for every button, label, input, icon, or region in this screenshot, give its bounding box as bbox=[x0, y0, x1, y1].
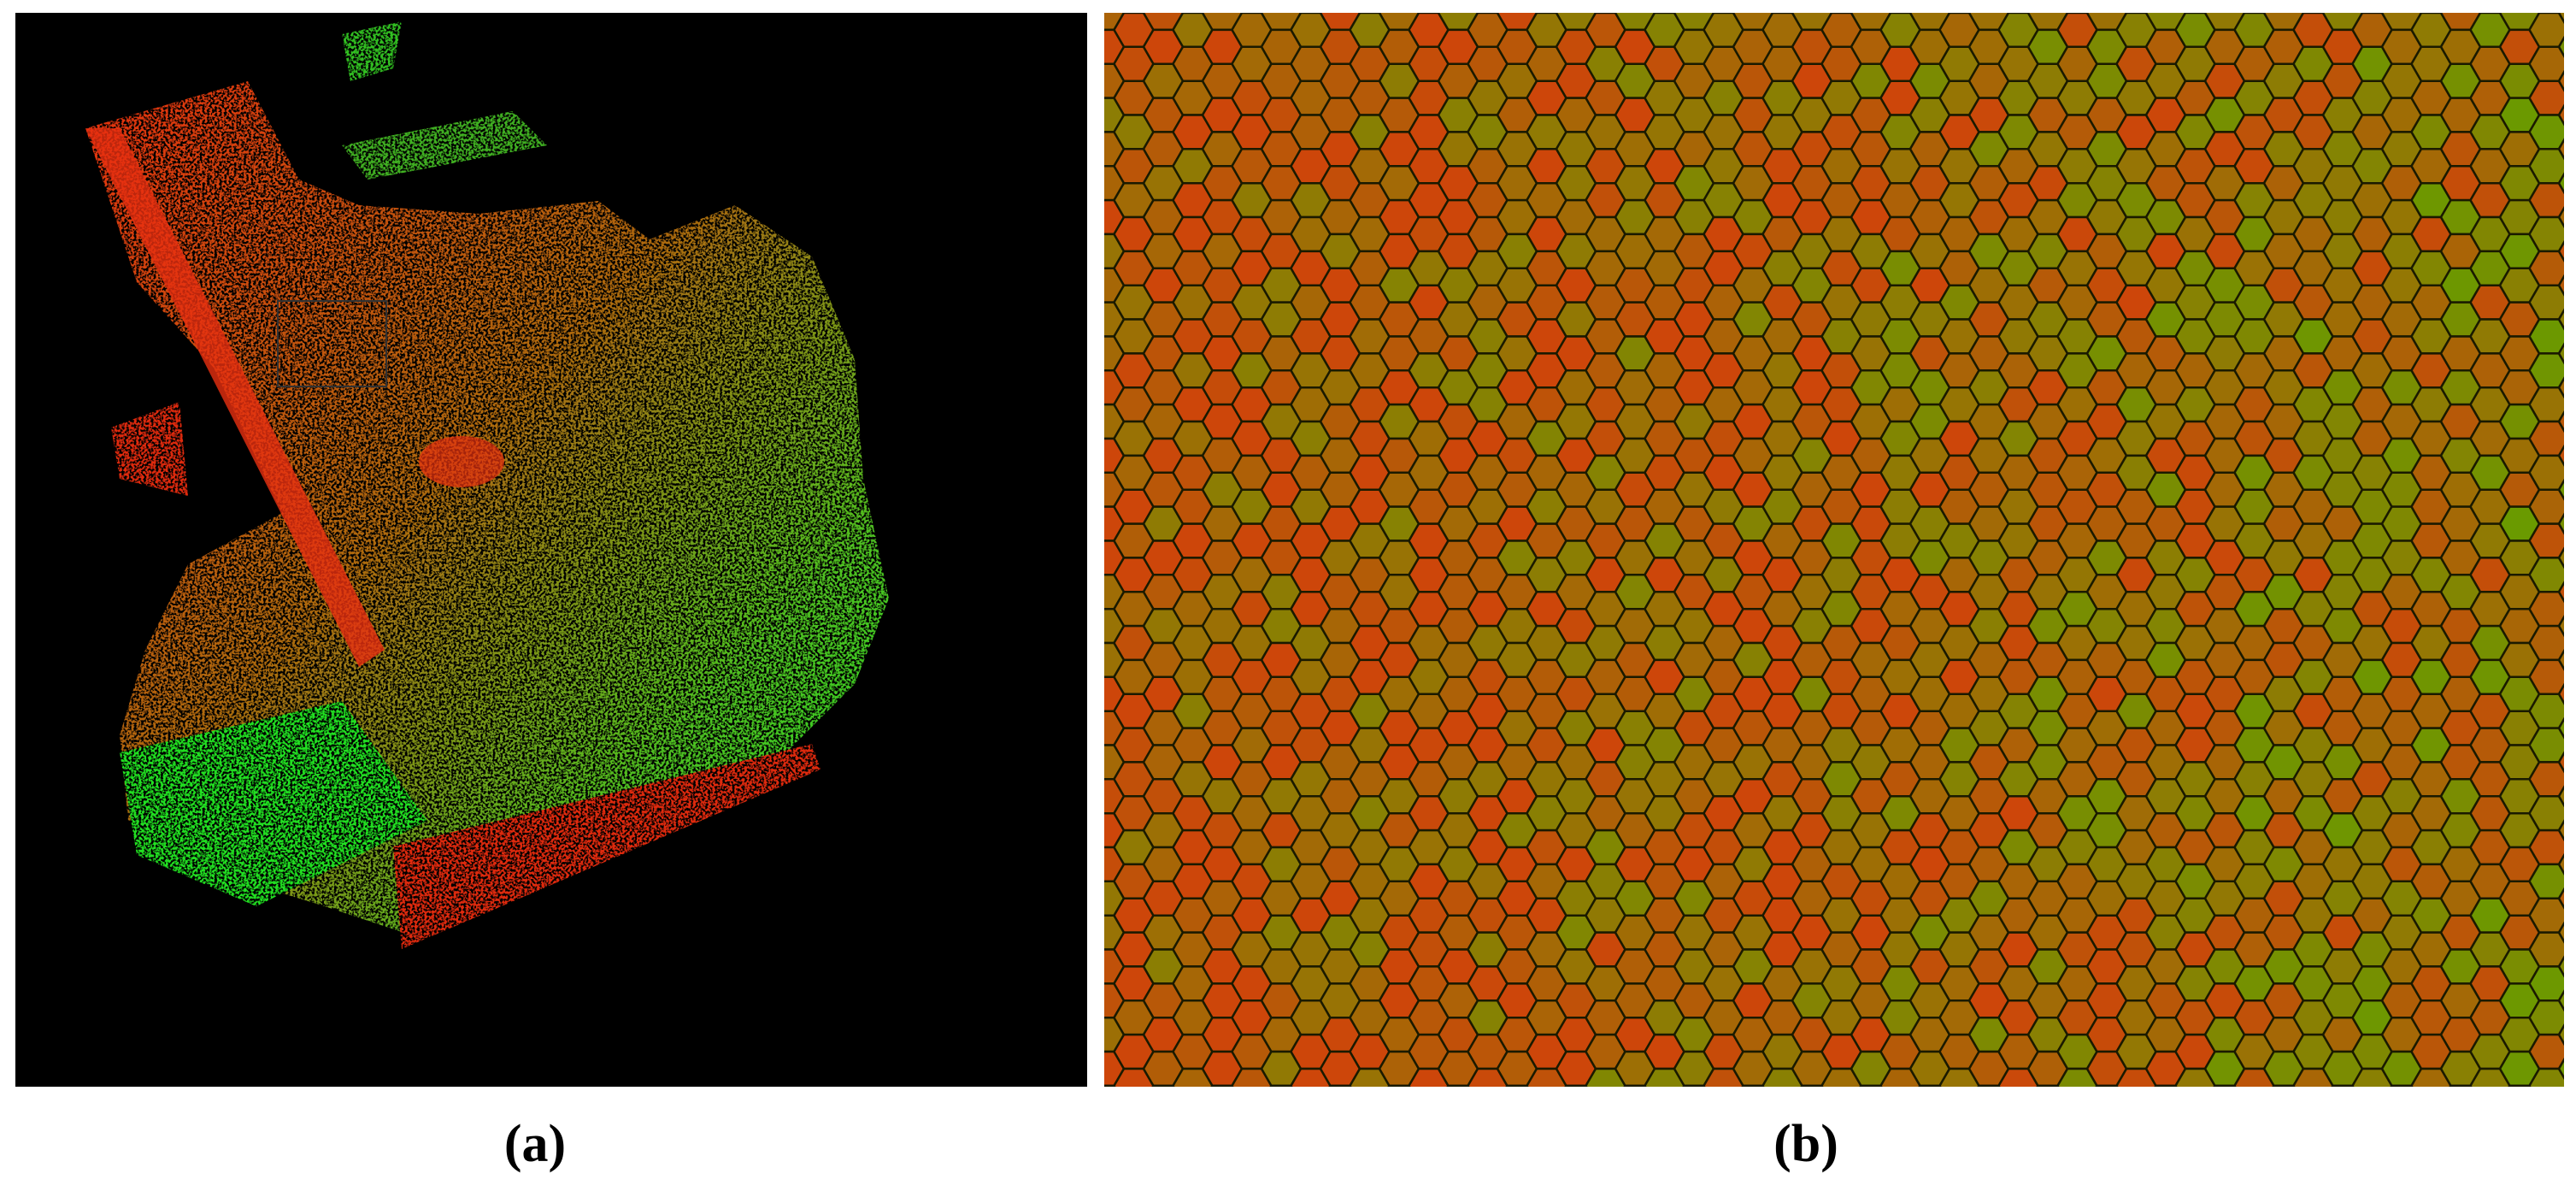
hex-cell bbox=[1859, 1084, 1883, 1087]
hex-cell bbox=[2557, 955, 2564, 978]
hex-cell bbox=[2557, 546, 2564, 569]
hex-cell bbox=[1741, 1084, 1765, 1087]
hex-cell bbox=[1881, 1103, 1920, 1137]
hex-cell bbox=[1940, 1103, 1979, 1137]
hex-cell bbox=[2557, 785, 2564, 808]
hex-cell bbox=[1210, 1084, 1234, 1087]
hex-cell bbox=[2557, 819, 2564, 841]
hex-cell bbox=[2036, 1084, 2060, 1087]
cloud-fragment bbox=[342, 21, 402, 81]
hex-cell bbox=[1104, 1084, 1116, 1087]
hex-cell bbox=[2557, 887, 2564, 910]
hex-cell bbox=[1446, 1084, 1470, 1087]
hex-cell bbox=[1505, 1084, 1529, 1087]
hex-cell bbox=[2559, 1086, 2576, 1120]
hex-cell bbox=[2557, 615, 2564, 637]
hex-cell bbox=[2412, 1103, 2451, 1137]
caption-b: (b) bbox=[1773, 1115, 1838, 1173]
hex-cell bbox=[2471, 1103, 2510, 1137]
red-cluster bbox=[419, 436, 504, 487]
hex-grid bbox=[1104, 13, 2576, 1137]
hex-cell bbox=[2557, 581, 2564, 604]
hex-cell bbox=[1918, 1084, 1942, 1087]
hex-cell bbox=[2530, 1103, 2569, 1137]
hex-cell bbox=[2557, 512, 2564, 535]
hex-cell bbox=[2557, 478, 2564, 501]
hex-cell bbox=[2557, 172, 2564, 195]
hex-cell bbox=[1468, 1103, 1508, 1137]
hex-cell bbox=[1350, 1103, 1390, 1137]
cloud-fragment bbox=[393, 744, 820, 949]
hex-cell bbox=[2235, 1103, 2274, 1137]
hex-cell bbox=[2557, 138, 2564, 161]
hex-cell bbox=[1232, 1103, 1272, 1137]
hex-cell bbox=[1269, 1084, 1293, 1087]
hex-cell bbox=[2557, 921, 2564, 944]
hex-cell bbox=[2117, 1103, 2156, 1137]
hex-cell bbox=[2557, 342, 2564, 365]
hex-cell bbox=[2557, 103, 2564, 127]
hex-cell bbox=[2331, 1084, 2355, 1087]
hex-cell bbox=[2557, 410, 2564, 433]
hex-cell bbox=[2390, 1084, 2414, 1087]
hex-cell bbox=[1623, 1084, 1647, 1087]
hex-cell bbox=[2176, 1103, 2215, 1137]
hex-cell bbox=[2154, 1084, 2178, 1087]
hex-cell bbox=[2508, 1084, 2532, 1087]
hex-cell bbox=[1682, 1084, 1706, 1087]
hex-cell bbox=[2557, 751, 2564, 774]
hex-cell bbox=[2557, 308, 2564, 331]
hex-cell bbox=[2557, 649, 2564, 671]
hex-cell bbox=[2095, 1084, 2119, 1087]
cloud-fragment bbox=[342, 111, 547, 180]
hex-cell bbox=[1645, 1103, 1685, 1137]
hex-cell bbox=[2557, 989, 2564, 1012]
hex-cell bbox=[2557, 69, 2564, 92]
hex-cell bbox=[2272, 1084, 2296, 1087]
hex-cell bbox=[2557, 239, 2564, 262]
hex-cell bbox=[2294, 1103, 2333, 1137]
hex-cell bbox=[2557, 682, 2564, 705]
hex-cell bbox=[1387, 1084, 1411, 1087]
hex-cell bbox=[2058, 1103, 2097, 1137]
hex-cell bbox=[1409, 1103, 1449, 1137]
hex-cell bbox=[2557, 716, 2564, 740]
hex-cell bbox=[2557, 445, 2564, 467]
hex-cell bbox=[2213, 1084, 2237, 1087]
point-cloud bbox=[85, 21, 889, 949]
hex-cell bbox=[1173, 1103, 1213, 1137]
hex-cell bbox=[1564, 1084, 1588, 1087]
hex-cell bbox=[2449, 1084, 2473, 1087]
hex-cell bbox=[1586, 1103, 1626, 1137]
cloud-fragment bbox=[120, 701, 427, 906]
hex-cell bbox=[2557, 13, 2564, 24]
zoom-box bbox=[277, 300, 387, 387]
hex-cell bbox=[1151, 1084, 1175, 1087]
hex-cell bbox=[2557, 853, 2564, 876]
caption-a: (a) bbox=[504, 1115, 566, 1173]
hex-cell bbox=[2557, 1023, 2564, 1046]
hex-cell bbox=[2557, 1058, 2564, 1080]
hex-cell bbox=[2557, 35, 2564, 58]
hex-cell bbox=[2557, 274, 2564, 297]
hex-cell bbox=[2353, 1103, 2392, 1137]
hex-cell bbox=[2557, 376, 2564, 399]
hex-cell bbox=[1527, 1103, 1567, 1137]
hex-cell bbox=[1999, 1103, 2038, 1137]
hex-cell bbox=[1291, 1103, 1331, 1137]
hex-cell bbox=[2557, 206, 2564, 228]
cloud-fragment bbox=[111, 402, 188, 496]
hex-cell bbox=[1977, 1084, 2001, 1087]
hex-cell bbox=[1115, 1103, 1154, 1137]
wall-line bbox=[85, 128, 385, 667]
hex-cell bbox=[1704, 1103, 1744, 1137]
hex-cell bbox=[1328, 1084, 1352, 1087]
